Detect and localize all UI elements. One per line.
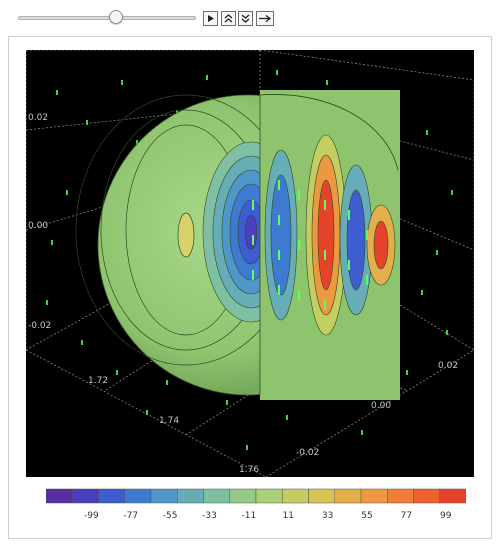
legend-label: -11 (241, 511, 257, 521)
legend-swatch (98, 488, 125, 504)
legend-swatch (229, 488, 257, 504)
legend-swatch (255, 488, 283, 504)
axis-ticks-bottom: 1.72 1.74 1.76 (88, 376, 259, 475)
legend-swatch (334, 488, 362, 504)
legend-label: 99 (440, 511, 452, 521)
tick-y-3: -0.02 (296, 448, 319, 458)
cutaway-sphere (75, 90, 400, 400)
legend-label: -33 (202, 511, 217, 521)
play-icon (208, 15, 214, 22)
3d-plot-area[interactable]: 0.02 0.00 -0.02 1.72 1.74 1.76 0.02 0.00… (26, 50, 474, 477)
legend-label: 11 (282, 511, 294, 521)
right-arrow-icon (259, 14, 272, 23)
animation-controls (0, 0, 500, 36)
legend-swatch (282, 488, 309, 504)
faster-button[interactable] (221, 11, 236, 26)
tick-x-3: 1.76 (239, 465, 259, 475)
direction-button[interactable] (256, 11, 274, 26)
tick-z-mid: 0.00 (28, 221, 48, 231)
time-slider-track[interactable] (18, 16, 196, 20)
legend-swatch (387, 488, 414, 504)
3d-plot-canvas: 0.02 0.00 -0.02 1.72 1.74 1.76 0.02 0.00… (26, 50, 474, 477)
legend-label: 77 (400, 511, 413, 521)
legend-swatch (72, 488, 99, 504)
legend-label: -55 (162, 511, 178, 521)
axis-ticks-left: 0.02 0.00 -0.02 (28, 113, 51, 331)
double-chevron-up-icon (224, 14, 233, 23)
legend-swatch (413, 488, 440, 504)
play-button[interactable] (203, 11, 218, 26)
legend-swatch (177, 488, 204, 504)
tick-z-bottom: -0.02 (28, 321, 51, 331)
legend-swatch (439, 488, 466, 504)
legend-label: -77 (123, 511, 139, 521)
tick-z-top: 0.02 (28, 113, 48, 123)
legend-swatch (203, 488, 230, 504)
legend-swatch (46, 488, 73, 504)
tick-x-2: 1.74 (159, 416, 179, 426)
legend-label: -99 (84, 511, 99, 521)
time-slider-thumb[interactable] (108, 10, 123, 24)
tick-y-2: 0.00 (371, 401, 391, 411)
legend-label: 33 (321, 511, 334, 521)
legend-swatch (124, 488, 152, 504)
legend-swatch (308, 488, 335, 504)
slower-button[interactable] (238, 11, 253, 26)
legend-label: 55 (361, 511, 373, 521)
axis-ticks-right: 0.02 0.00 -0.02 (296, 361, 458, 458)
double-chevron-down-icon (241, 14, 250, 23)
tick-x-1: 1.72 (88, 376, 108, 386)
color-legend: -99 -77 -55 -33 -11 11 33 55 77 99 (46, 487, 466, 527)
tick-y-1: 0.02 (438, 361, 458, 371)
color-legend-bar (46, 488, 466, 504)
legend-swatch (360, 488, 388, 504)
legend-swatch (150, 488, 178, 504)
